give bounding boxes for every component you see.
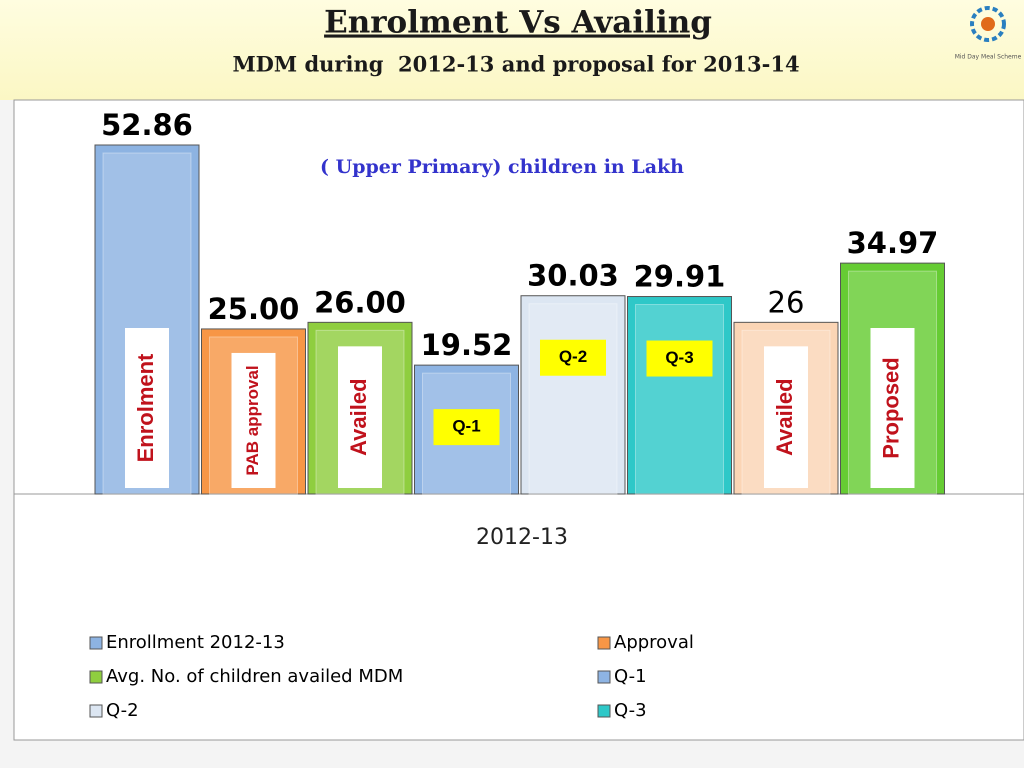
value-label: 26.00 <box>314 285 406 319</box>
value-label: 25.00 <box>208 292 300 326</box>
logo-ring <box>970 6 1006 42</box>
legend-label: Q-3 <box>614 700 647 721</box>
legend-label: Enrollment 2012-13 <box>106 632 285 653</box>
value-label: 26 <box>768 285 805 319</box>
bar-tag-box <box>433 409 500 446</box>
bar-tag-box <box>540 339 606 376</box>
value-label: 19.52 <box>421 328 513 362</box>
legend-swatch <box>597 636 611 650</box>
logo: Mid Day Meal Scheme <box>955 6 1022 61</box>
bar-tag: Q-2 <box>559 347 587 366</box>
bar-tag-box <box>870 328 915 488</box>
value-label: 29.91 <box>634 260 726 294</box>
bar-tag: Availed <box>346 378 371 455</box>
bar-tag-box <box>338 346 382 488</box>
bar-tag: Proposed <box>878 357 903 458</box>
annotation: ( Upper Primary) children in Lakh <box>320 156 684 178</box>
bar-bevel <box>635 304 724 495</box>
bar-tag-box <box>764 346 808 488</box>
chart-title: Enrolment Vs Availing <box>324 5 712 41</box>
bar-tag-box <box>231 352 276 488</box>
legend-label: Avg. No. of children availed MDM <box>106 666 403 687</box>
logo-center <box>981 17 995 31</box>
legend-swatch <box>597 704 611 718</box>
legend-swatch <box>89 670 103 684</box>
bar <box>520 295 626 495</box>
value-label: 30.03 <box>527 259 619 293</box>
legend-swatch <box>597 670 611 684</box>
bar <box>627 296 732 495</box>
legend-label: Q-1 <box>614 666 647 687</box>
bar-tag-box <box>125 328 169 488</box>
bar-tag: Q-3 <box>665 348 693 367</box>
bar-tag: Availed <box>772 378 797 455</box>
value-label: 34.97 <box>847 226 939 260</box>
bar-tag-box <box>646 340 713 377</box>
legend-label: Approval <box>614 632 694 653</box>
bar-tag: Q-1 <box>452 417 480 436</box>
bar-bevel <box>528 303 618 495</box>
header-bg <box>0 0 1024 100</box>
value-label: 52.86 <box>101 108 193 142</box>
chart-subtitle: MDM during 2012-13 and proposal for 2013… <box>232 52 799 77</box>
bar-tag: Enrolment <box>133 353 158 462</box>
logo-text: Mid Day Meal Scheme <box>955 54 1022 61</box>
bar-tag: PAB approval <box>243 365 262 475</box>
x-tick-label: 2012-13 <box>476 525 568 550</box>
legend-label: Q-2 <box>106 700 139 721</box>
legend-swatch <box>89 704 103 718</box>
legend-swatch <box>89 636 103 650</box>
